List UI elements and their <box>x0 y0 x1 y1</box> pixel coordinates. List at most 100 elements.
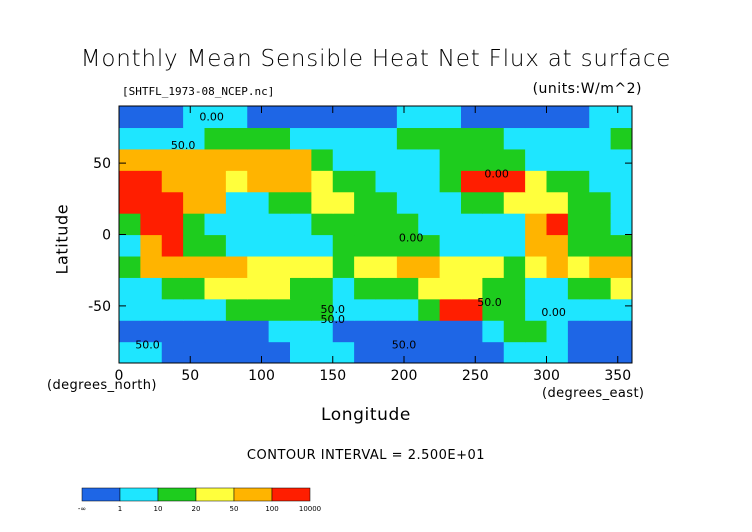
heatmap-cell <box>225 341 248 363</box>
heatmap-cell <box>418 277 441 300</box>
heatmap-cell <box>610 255 632 278</box>
heatmap-cell <box>525 341 548 363</box>
heatmap-cell <box>482 341 505 363</box>
contour-label: 0.00 <box>199 110 224 123</box>
heatmap-cell <box>311 213 334 236</box>
heatmap-cell <box>396 255 419 278</box>
y-tick-label: -50 <box>88 299 111 315</box>
heatmap-cell <box>396 170 419 193</box>
heatmap-cell <box>525 277 548 300</box>
heatmap-cell <box>161 106 184 129</box>
heatmap-cell <box>503 106 526 129</box>
heatmap-cell <box>610 277 632 300</box>
heatmap-cell <box>546 191 569 214</box>
heatmap-cell <box>290 255 312 278</box>
heatmap-cell <box>119 106 141 129</box>
heatmap-cell <box>482 298 505 321</box>
colorbar-tick-label: 10000 <box>299 505 321 513</box>
heatmap-cell <box>482 277 505 300</box>
axis-ticks: 0 50 100 150 200 250 300 350 50 0 -50 <box>88 106 632 384</box>
x-tick-label: 200 <box>391 368 418 384</box>
heatmap-cell <box>247 148 270 171</box>
heatmap-cell <box>183 320 206 343</box>
heatmap-cell <box>610 341 632 363</box>
heatmap-cell <box>183 106 206 129</box>
heatmap-cell <box>482 106 505 129</box>
heatmap-cell <box>396 106 419 129</box>
heatmap-cell <box>503 213 526 236</box>
heatmap-cell <box>268 148 291 171</box>
heatmap-cell <box>546 298 569 321</box>
heatmap-cell <box>161 170 184 193</box>
heatmap-cell <box>140 213 163 236</box>
heatmap-cell <box>140 255 163 278</box>
heatmap-cell <box>482 255 505 278</box>
heatmap-cell <box>546 255 569 278</box>
heatmap-cell <box>439 320 462 343</box>
heatmap-cell <box>204 298 227 321</box>
heatmap-cell <box>161 341 184 363</box>
heatmap-cell <box>225 106 248 129</box>
heatmap-cell <box>418 298 441 321</box>
heatmap-cell <box>589 234 612 257</box>
heatmap-cell <box>268 106 291 129</box>
colorbar-tick-label: -∞ <box>78 505 86 513</box>
contour-label: 50.0 <box>321 303 346 316</box>
heatmap-cell <box>204 127 227 150</box>
heatmap-cell <box>503 341 526 363</box>
contour-label: 50.0 <box>477 296 502 309</box>
heatmap-cell <box>290 170 312 193</box>
heatmap-cell <box>396 127 419 150</box>
heatmap-cell <box>247 213 270 236</box>
heatmap-cell <box>290 341 312 363</box>
heatmap-cell <box>461 234 483 257</box>
heatmap-cell <box>418 106 441 129</box>
heatmap-cell <box>183 255 206 278</box>
heatmap-cell <box>589 277 612 300</box>
heatmap-cell <box>503 148 526 171</box>
heatmap-cell <box>525 170 548 193</box>
heatmap-cell <box>119 255 141 278</box>
heatmap-cell <box>332 234 355 257</box>
heatmap-cell <box>439 255 462 278</box>
y-unit-label: (degrees_north) <box>47 378 157 393</box>
heatmap-cell <box>183 148 206 171</box>
heatmap-cell <box>140 234 163 257</box>
heatmap-cell <box>482 127 505 150</box>
heatmap-cell <box>204 255 227 278</box>
y-tick-label: 0 <box>102 228 111 244</box>
heatmap-cell <box>161 148 184 171</box>
heatmap-cell <box>268 320 291 343</box>
heatmap-cell <box>225 320 248 343</box>
heatmap-cell <box>610 170 632 193</box>
x-tick-label: 100 <box>248 368 275 384</box>
heatmap-cell <box>610 106 632 129</box>
heatmap-cell <box>311 255 334 278</box>
heatmap-cell <box>204 320 227 343</box>
heatmap-cell <box>439 234 462 257</box>
heatmap-cell <box>161 234 184 257</box>
heatmap-cell <box>439 277 462 300</box>
heatmap-cell <box>332 298 355 321</box>
heatmap-cell <box>332 106 355 129</box>
heatmap-cell <box>268 191 291 214</box>
heatmap-cell <box>183 341 206 363</box>
heatmap-cell <box>439 191 462 214</box>
heatmap-cell <box>567 277 590 300</box>
heatmap-cell <box>161 127 184 150</box>
colorbar-tick-label: 20 <box>192 505 201 513</box>
heatmap-cell <box>161 298 184 321</box>
x-tick-label: 250 <box>462 368 489 384</box>
heatmap-cell <box>225 170 248 193</box>
x-axis-label: Longitude <box>321 405 411 425</box>
heatmap-cell <box>354 148 377 171</box>
heatmap-cell <box>439 106 462 129</box>
heatmap-cell <box>461 277 483 300</box>
y-axis-label: Latitude <box>52 203 72 275</box>
heatmap-field <box>119 106 632 363</box>
heatmap-cell <box>311 277 334 300</box>
heatmap-cell <box>332 148 355 171</box>
heatmap-cell <box>418 213 441 236</box>
heatmap-cell <box>503 234 526 257</box>
heatmap-cell <box>354 234 377 257</box>
